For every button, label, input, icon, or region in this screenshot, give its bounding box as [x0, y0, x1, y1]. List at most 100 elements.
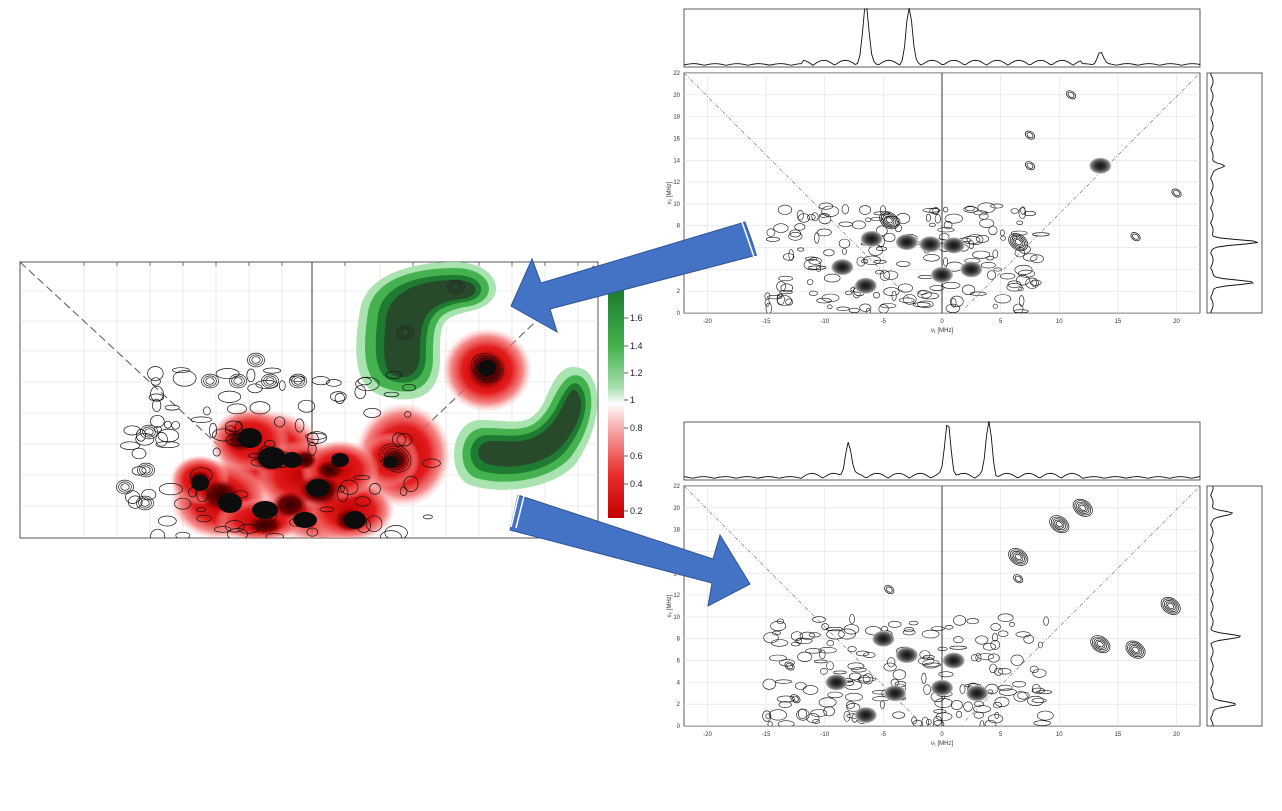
- contour-ring: [929, 222, 936, 227]
- contour-ring: [896, 261, 911, 267]
- contour-ring: [1020, 206, 1026, 215]
- colorbar-tick-label: 1.2: [630, 368, 643, 378]
- contour-ring: [762, 678, 776, 690]
- contour-ring: [892, 711, 906, 719]
- contour-ring: [838, 221, 853, 227]
- contour-ring: [850, 667, 867, 673]
- contour-ring: [311, 376, 330, 386]
- contour-ring: [802, 685, 819, 695]
- peak-blob: [895, 234, 918, 251]
- peak-contour: [885, 586, 893, 593]
- contour-ring: [984, 719, 997, 726]
- contour-ring: [796, 210, 804, 221]
- contour-ring: [1018, 207, 1026, 219]
- y-tick-label: 6: [677, 659, 681, 665]
- contour-ring: [923, 684, 931, 695]
- contour-ring: [212, 447, 221, 457]
- contour-ring: [833, 670, 847, 675]
- contour-ring: [1031, 279, 1038, 287]
- peak-contour: [1014, 239, 1022, 246]
- contour-ring: [481, 362, 493, 374]
- contour-ring: [934, 698, 953, 708]
- peak-contour: [1009, 549, 1027, 565]
- contour-ring: [229, 373, 247, 389]
- contour-ring: [979, 720, 985, 726]
- contour-ring: [859, 205, 871, 215]
- contour-ring: [991, 633, 999, 642]
- colorbar-tick-label: 1.4: [630, 341, 643, 351]
- contour-ring: [975, 234, 990, 243]
- contour-ring: [304, 432, 327, 440]
- contour-ring: [925, 718, 932, 725]
- contour-ring: [777, 720, 795, 726]
- contour-ring: [261, 450, 284, 464]
- contour-ring: [788, 249, 794, 261]
- contour-ring: [778, 275, 793, 282]
- peak-blob: [1089, 157, 1112, 174]
- left-diagonal-line: [20, 262, 246, 471]
- x-tick-label: -10: [820, 319, 829, 325]
- red-core: [272, 491, 308, 519]
- peak-contour: [1095, 639, 1106, 649]
- contour-ring: [423, 514, 433, 520]
- contour-ring: [196, 486, 209, 503]
- contour-ring: [987, 689, 993, 694]
- contour-ring: [963, 206, 978, 213]
- contour-ring: [157, 515, 177, 527]
- peak-contour: [884, 585, 895, 595]
- contour-ring: [993, 701, 1002, 709]
- x-tick-label: 10: [1056, 319, 1063, 325]
- contour-ring: [993, 267, 1003, 272]
- contour-ring: [992, 303, 998, 309]
- contour-ring: [1023, 634, 1034, 644]
- contour-ring: [396, 325, 414, 341]
- contour-ring: [797, 651, 813, 663]
- y-marginal-frame: [1206, 485, 1263, 727]
- contour-ring: [203, 375, 217, 387]
- peak-blob: [942, 237, 965, 254]
- y-tick-label: 2: [677, 289, 681, 295]
- contour-ring: [806, 214, 816, 221]
- peak-contour: [1024, 130, 1035, 140]
- peak-blob: [919, 236, 942, 253]
- contour-ring: [932, 206, 940, 215]
- contour-peak: [238, 428, 262, 448]
- peak-contour: [1173, 189, 1180, 197]
- contour-ring: [912, 720, 923, 726]
- contour-ring: [118, 481, 132, 493]
- contour-ring: [826, 629, 845, 640]
- contour-ring: [923, 254, 940, 262]
- contour-ring: [389, 452, 401, 464]
- peak-contour: [1079, 504, 1087, 511]
- contour-ring: [148, 393, 165, 402]
- peak-contour: [1013, 574, 1024, 584]
- contour-ring: [975, 635, 989, 645]
- contour-peak: [306, 479, 330, 497]
- contour-ring: [278, 380, 286, 391]
- contour-ring: [818, 697, 837, 708]
- contour-ring: [378, 443, 412, 473]
- x-tick-label: -15: [762, 319, 771, 325]
- contour-ring: [790, 641, 801, 647]
- contour-ring: [777, 295, 792, 306]
- left-diagonal-line: [684, 73, 919, 308]
- contour-ring: [248, 453, 261, 459]
- contour-ring: [231, 375, 245, 387]
- peak-contour: [1052, 518, 1066, 531]
- peak-contour: [1065, 90, 1077, 100]
- contour-ring: [921, 716, 929, 726]
- peak-contour: [1050, 516, 1068, 532]
- y-marginal-trace: [1210, 485, 1242, 727]
- peak-blob: [854, 707, 877, 724]
- x-marginal-frame: [683, 421, 1201, 481]
- contour-ring: [804, 256, 818, 261]
- contour-ring: [237, 524, 260, 534]
- contour-ring: [879, 270, 891, 281]
- contour-ring: [275, 451, 293, 468]
- contour-ring: [289, 517, 306, 528]
- contour-ring: [329, 391, 347, 402]
- y-tick-label: 22: [673, 484, 680, 490]
- contour-ring: [289, 373, 307, 389]
- contour-ring: [263, 367, 282, 374]
- peak-contour: [1013, 237, 1024, 247]
